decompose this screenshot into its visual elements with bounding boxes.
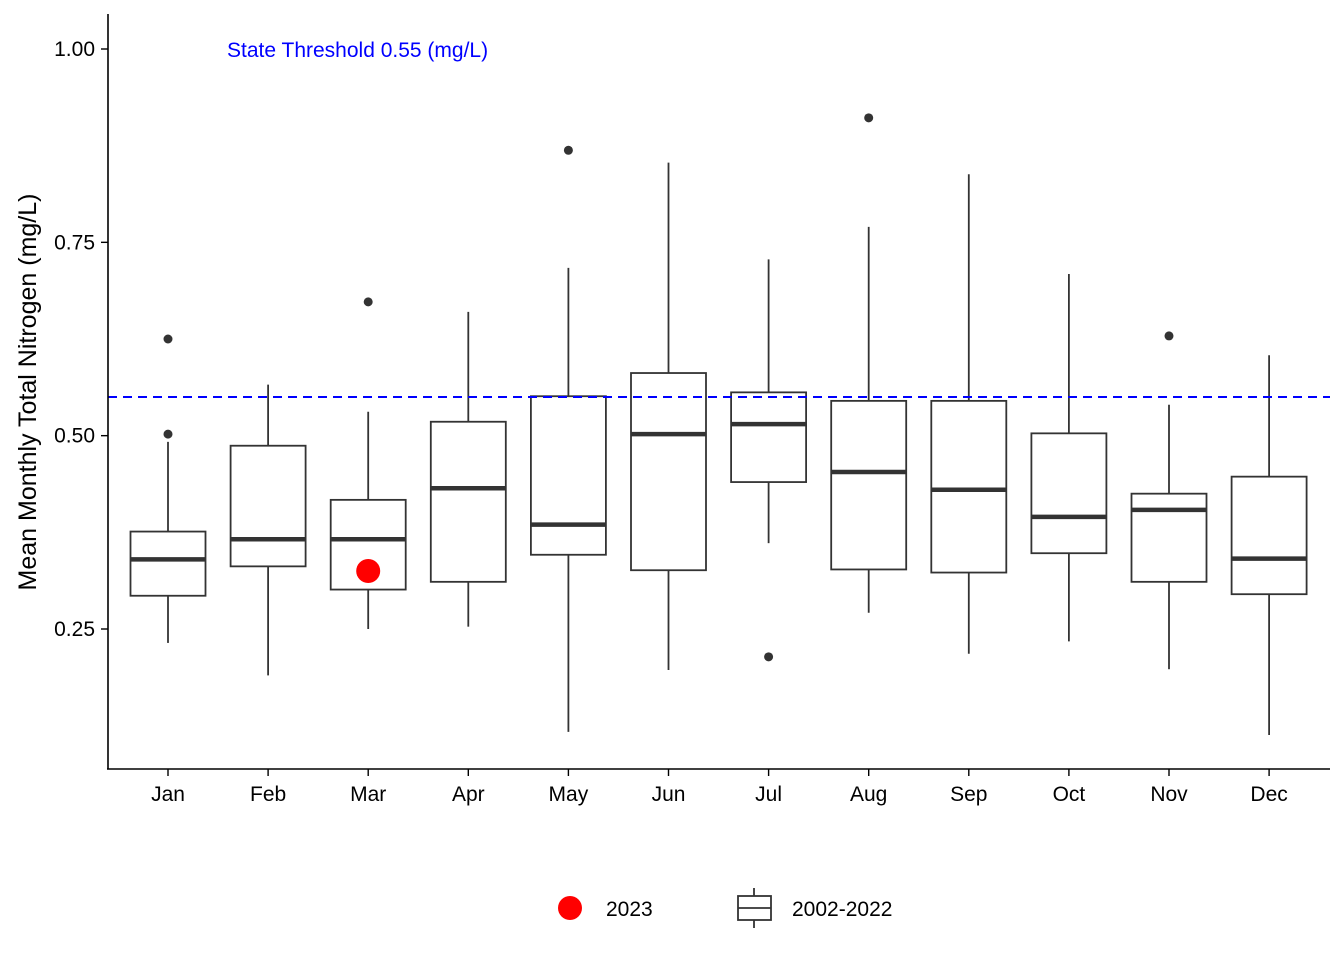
box-iqr (530, 395, 607, 556)
x-tick-label-feb: Feb (250, 783, 286, 806)
x-tick-label-oct: Oct (1053, 783, 1086, 806)
outlier-point (764, 652, 774, 662)
y-tick-label: 0.75 (54, 231, 95, 254)
threshold-label: State Threshold 0.55 (mg/L) (227, 39, 488, 62)
boxplot-nov (1130, 331, 1208, 670)
outlier-point (363, 297, 373, 307)
y-axis-ticks: 0.25 0.50 0.75 1.00 (54, 38, 108, 641)
plot-area (108, 113, 1330, 735)
boxplot-apr (429, 311, 507, 627)
x-tick-label-nov: Nov (1150, 783, 1188, 806)
boxplot-oct (1030, 274, 1108, 642)
boxplot-dec (1230, 355, 1308, 735)
outlier-point (163, 334, 173, 344)
x-tick-label-jul: Jul (755, 783, 782, 806)
boxplot-feb (229, 384, 307, 676)
outlier-point (1164, 331, 1174, 341)
x-tick-label-dec: Dec (1250, 783, 1287, 806)
box-iqr (930, 399, 1008, 574)
x-tick-label-mar: Mar (350, 783, 386, 806)
box-iqr (630, 372, 707, 572)
legend-boxplot-marker (737, 888, 772, 928)
box-iqr (129, 530, 207, 597)
outlier-point (563, 145, 573, 155)
y-axis-label: Mean Monthly Total Nitrogen (mg/L) (14, 194, 42, 591)
legend-2023-label: 2023 (606, 898, 653, 921)
outlier-point (864, 113, 874, 123)
box-iqr (830, 399, 908, 571)
y-tick-label: 0.25 (54, 618, 95, 641)
axes (107, 14, 1330, 770)
x-tick-label-jan: Jan (151, 783, 185, 806)
boxplot-may (530, 145, 607, 732)
box-iqr (1230, 475, 1308, 596)
x-axis-ticks: Jan Feb Mar Apr May Jun Jul Aug Sep Oct Nov Dec (151, 769, 1288, 806)
point-2023-mar (356, 559, 381, 583)
outlier-point (163, 429, 173, 439)
x-tick-label-apr: Apr (452, 783, 485, 806)
box-iqr (1130, 492, 1208, 583)
boxplot-jul (730, 259, 807, 662)
legend-2023-marker (558, 896, 582, 920)
y-tick-label: 1.00 (54, 38, 95, 61)
box-iqr (1030, 432, 1108, 555)
x-tick-label-may: May (549, 783, 589, 806)
legend-2002-2022-label: 2002-2022 (792, 898, 892, 921)
legend: 2023 2002-2022 (558, 888, 892, 928)
boxplot-sep (930, 174, 1008, 654)
x-tick-label-sep: Sep (950, 783, 987, 806)
boxplot-aug (830, 113, 908, 613)
boxplot-jun (630, 162, 707, 670)
box-iqr (229, 444, 307, 568)
box-iqr (730, 391, 807, 483)
x-tick-label-jun: Jun (652, 783, 686, 806)
boxplot-jan (129, 334, 207, 643)
x-tick-label-aug: Aug (850, 783, 887, 806)
y-tick-label: 0.50 (54, 425, 95, 448)
box-iqr (429, 420, 507, 583)
